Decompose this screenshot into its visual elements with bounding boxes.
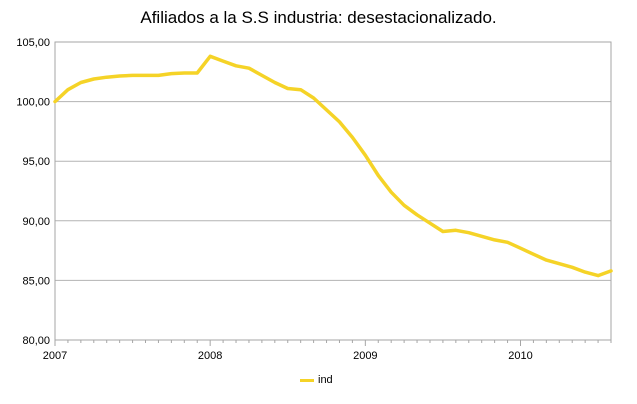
x-tick-label: 2009 (353, 350, 377, 362)
series-line-ind (53, 54, 613, 278)
x-tick-label: 2008 (198, 350, 222, 362)
axis-ticks: 80,00 85,00 90,00 95,00 100,00 105,00 2007 2008… (16, 37, 612, 362)
y-tick-label: 80,00 (22, 335, 50, 347)
y-tick-label: 95,00 (22, 156, 50, 168)
x-tick-label: 2010 (508, 350, 532, 362)
x-tick-label: 2007 (43, 350, 67, 362)
y-tick-label: 100,00 (16, 97, 50, 109)
y-tick-label: 105,00 (16, 37, 50, 49)
y-tick-label: 90,00 (22, 216, 50, 228)
legend-label-ind: ind (318, 374, 333, 386)
legend-swatch-ind (300, 378, 314, 382)
y-tick-label: 85,00 (22, 275, 50, 287)
legend: ind (300, 374, 333, 386)
series-layer (53, 54, 613, 278)
grid-lines (55, 101, 611, 281)
plot-area-border (54, 41, 612, 341)
chart-title: Afiliados a la S.S industria: desestacio… (140, 8, 497, 27)
